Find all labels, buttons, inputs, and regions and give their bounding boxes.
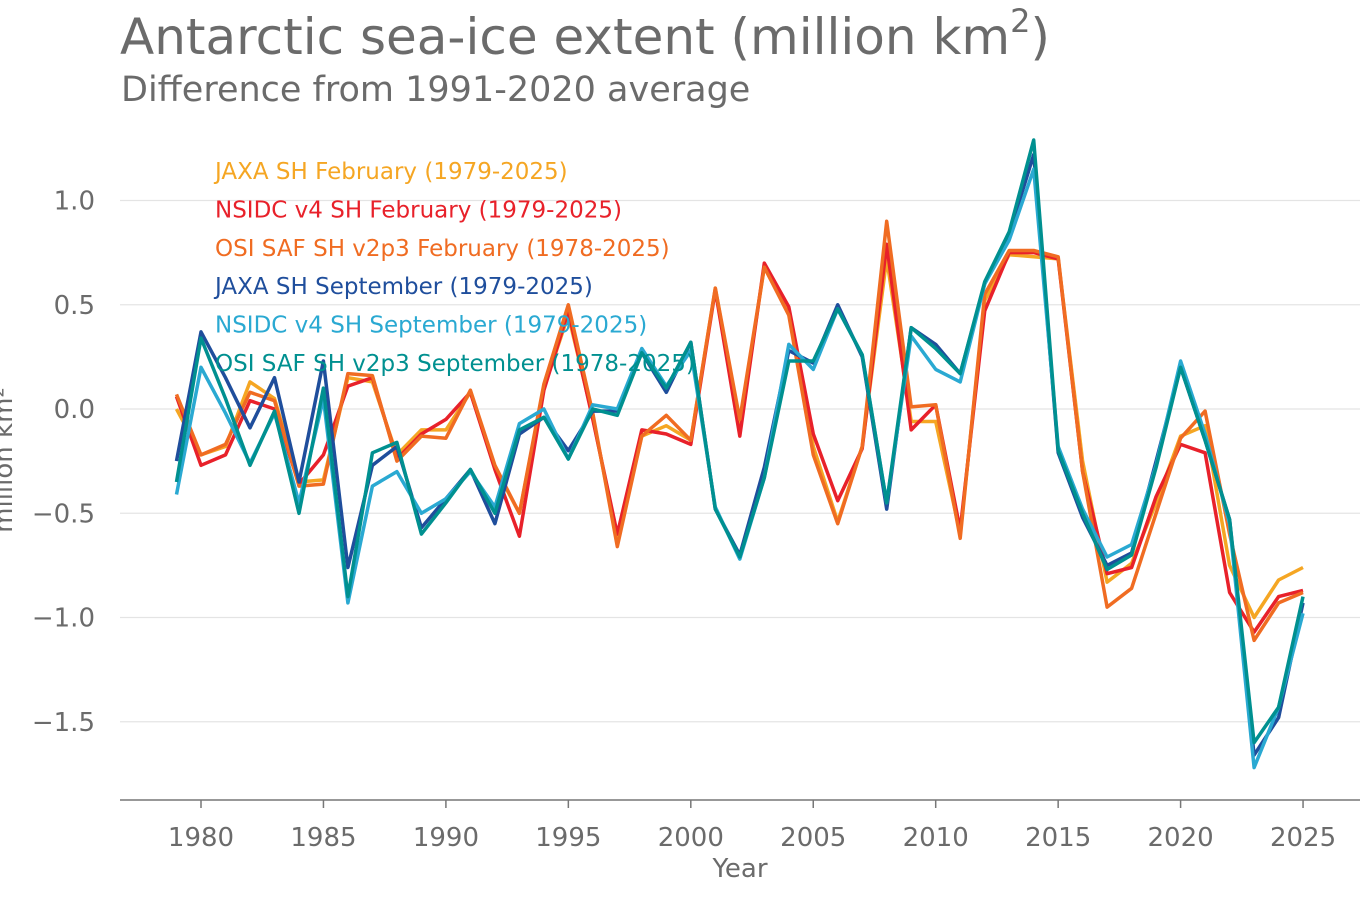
y-tick-label: −1.0 xyxy=(32,604,95,634)
legend-entry: NSIDC v4 SH February (1979-2025) xyxy=(215,197,622,223)
x-tick-label: 2000 xyxy=(658,823,724,853)
y-tick-label: 0.5 xyxy=(54,291,95,321)
x-tick-label: 1995 xyxy=(535,823,601,853)
legend-entry: JAXA SH February (1979-2025) xyxy=(213,159,568,185)
chart-title: Antarctic sea-ice extent (million km2) xyxy=(120,5,1051,66)
x-tick-label: 2005 xyxy=(780,823,846,853)
series-line-1 xyxy=(174,242,1304,634)
y-tick-label: 1.0 xyxy=(54,187,95,217)
chart-subtitle: Difference from 1991-2020 average xyxy=(121,70,751,110)
x-tick-label: 1980 xyxy=(168,823,234,853)
y-tick-label: −1.5 xyxy=(32,708,95,738)
chart-title-superscript: 2 xyxy=(1010,2,1031,40)
legend: JAXA SH February (1979-2025) NSIDC v4 SH … xyxy=(213,159,695,377)
series-line-5 xyxy=(174,138,1305,745)
chart-title-text: Antarctic sea-ice extent (million km xyxy=(120,8,1011,66)
legend-entry: OSI SAF SH v2p3 September (1978-2025) xyxy=(215,351,695,377)
y-tick-label: −0.5 xyxy=(32,499,95,529)
x-axis-ticks: 1980 1985 1990 1995 2000 2005 2010 2015 2020 2025 xyxy=(168,800,1336,853)
x-tick-label: 1990 xyxy=(413,823,479,853)
legend-entry: OSI SAF SH v2p3 February (1978-2025) xyxy=(215,236,670,262)
y-tick-label: 0.0 xyxy=(54,395,95,425)
y-axis-ticks: 1.0 0.5 0.0 −0.5 −1.0 −1.5 xyxy=(32,187,95,738)
series-line-2 xyxy=(174,219,1304,643)
x-tick-label: 2015 xyxy=(1025,823,1091,853)
x-tick-label: 2010 xyxy=(903,823,969,853)
x-tick-label: 2025 xyxy=(1270,823,1336,853)
series-line-4 xyxy=(174,167,1305,770)
series-lines xyxy=(174,138,1305,770)
legend-entry: NSIDC v4 SH September (1979-2025) xyxy=(215,313,647,339)
x-tick-label: 2020 xyxy=(1148,823,1214,853)
x-tick-label: 1985 xyxy=(290,823,356,853)
y-axis-label: million km² xyxy=(0,387,19,533)
x-axis-label: Year xyxy=(711,854,767,884)
chart-title-suffix: ) xyxy=(1030,8,1051,66)
legend-entry: JAXA SH September (1979-2025) xyxy=(213,274,593,300)
